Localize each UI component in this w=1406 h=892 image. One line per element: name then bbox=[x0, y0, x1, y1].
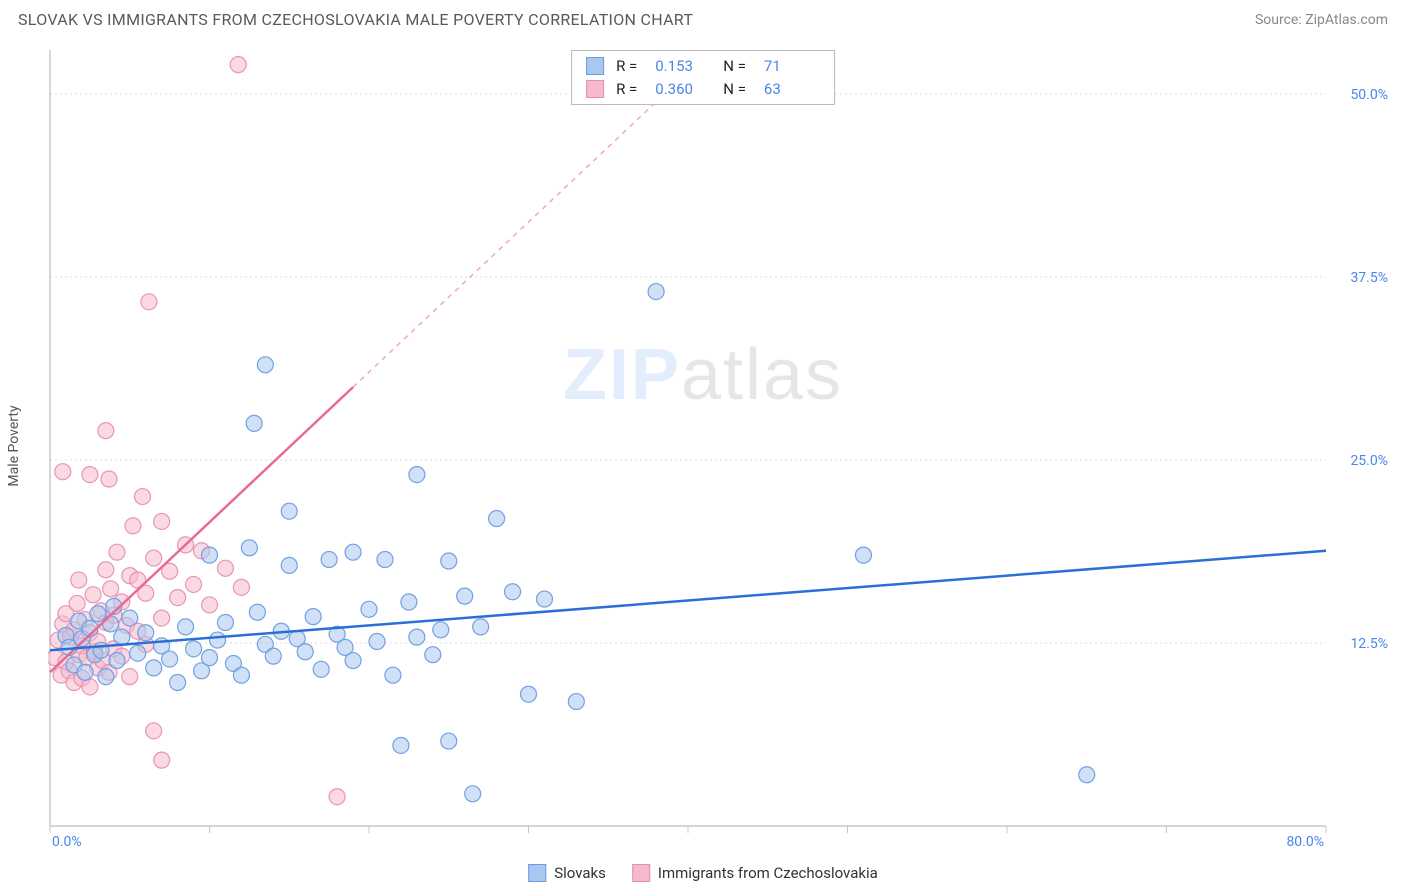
svg-text:12.5%: 12.5% bbox=[1350, 636, 1388, 652]
legend-row-immigrants: R = 0.360 N = 63 bbox=[586, 78, 820, 101]
legend-item-immigrants: Immigrants from Czechoslovakia bbox=[632, 864, 878, 882]
swatch-slovaks bbox=[586, 57, 604, 75]
legend-label-immigrants: Immigrants from Czechoslovakia bbox=[658, 864, 878, 882]
n-label: N = bbox=[723, 55, 746, 78]
y-axis-label: Male Poverty bbox=[6, 405, 22, 486]
svg-text:25.0%: 25.0% bbox=[1350, 453, 1388, 469]
legend-row-slovaks: R = 0.153 N = 71 bbox=[586, 55, 820, 78]
correlation-legend: R = 0.153 N = 71 R = 0.360 N = 63 bbox=[571, 50, 835, 105]
legend-item-slovaks: Slovaks bbox=[528, 864, 606, 882]
svg-text:50.0%: 50.0% bbox=[1350, 87, 1388, 103]
series-legend: Slovaks Immigrants from Czechoslovakia bbox=[528, 864, 878, 882]
r-value-immigrants: 0.360 bbox=[655, 78, 705, 101]
svg-text:37.5%: 37.5% bbox=[1350, 270, 1388, 286]
r-label: R = bbox=[616, 78, 637, 101]
scatter-chart: 12.5% 25.0% 37.5% 50.0% 0.0% 80.0% bbox=[48, 46, 1396, 852]
swatch-slovaks-icon bbox=[528, 864, 546, 882]
r-label: R = bbox=[616, 55, 637, 78]
source-prefix: Source: bbox=[1255, 12, 1305, 28]
chart-area: 12.5% 25.0% 37.5% 50.0% 0.0% 80.0% bbox=[48, 46, 1396, 852]
r-value-slovaks: 0.153 bbox=[655, 55, 705, 78]
source-attribution: Source: ZipAtlas.com bbox=[1255, 12, 1388, 28]
n-value-slovaks: 71 bbox=[764, 55, 814, 78]
source-name: ZipAtlas.com bbox=[1305, 12, 1388, 28]
svg-text:0.0%: 0.0% bbox=[52, 834, 82, 850]
chart-title: SLOVAK VS IMMIGRANTS FROM CZECHOSLOVAKIA… bbox=[18, 10, 693, 29]
n-value-immigrants: 63 bbox=[764, 78, 814, 101]
swatch-immigrants-icon bbox=[632, 864, 650, 882]
n-label: N = bbox=[723, 78, 746, 101]
swatch-immigrants bbox=[586, 80, 604, 98]
svg-text:80.0%: 80.0% bbox=[1286, 834, 1324, 850]
legend-label-slovaks: Slovaks bbox=[554, 864, 606, 882]
